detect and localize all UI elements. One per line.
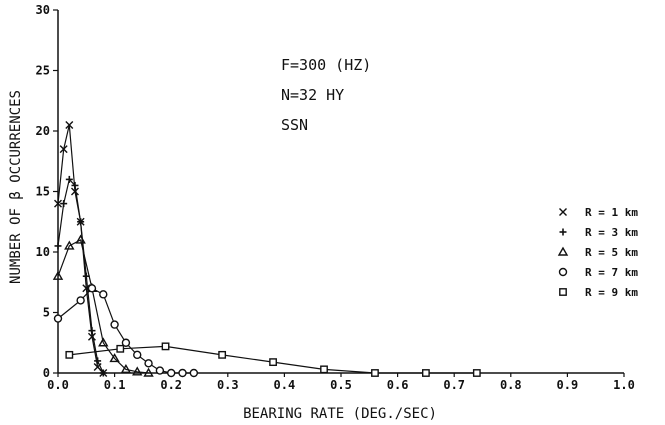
y-tick-label: 20	[36, 124, 50, 138]
data-point	[218, 350, 227, 359]
data-point	[371, 369, 379, 377]
data-point	[76, 296, 85, 305]
data-point	[65, 175, 73, 183]
data-point	[87, 284, 97, 293]
legend-label: R = 7 km	[585, 266, 638, 279]
series-4	[65, 342, 481, 377]
legend-marker	[559, 228, 567, 236]
x-tick-label: 0.3	[217, 378, 239, 392]
y-tick-label: 15	[36, 185, 50, 199]
data-point	[110, 320, 119, 329]
legend-label: R = 5 km	[585, 246, 638, 259]
legend-marker	[557, 246, 569, 256]
data-point	[320, 365, 328, 374]
y-tick-label: 30	[36, 3, 50, 17]
data-point	[53, 314, 63, 323]
data-point	[472, 369, 481, 377]
legend-label: R = 1 km	[585, 206, 638, 219]
data-point	[52, 270, 64, 280]
data-point	[65, 350, 74, 359]
x-tick-label: 1.0	[613, 378, 635, 392]
x-tick-label: 0.1	[104, 378, 126, 392]
data-point	[121, 338, 131, 347]
legend-item: R = 3 km	[559, 226, 638, 239]
data-point	[144, 359, 153, 368]
legend-label: R = 9 km	[585, 286, 638, 299]
y-tick-label: 0	[43, 366, 50, 380]
x-tick-label: 0.6	[387, 378, 409, 392]
data-point	[60, 200, 68, 208]
x-tick-label: 0.0	[47, 378, 69, 392]
x-axis-title: BEARING RATE (DEG./SEC)	[243, 406, 437, 422]
data-point	[87, 332, 96, 341]
data-point	[99, 290, 108, 299]
legend-item: R = 9 km	[559, 286, 638, 299]
data-point	[65, 120, 74, 129]
y-tick-label: 10	[36, 245, 50, 259]
series-3	[53, 284, 199, 378]
legend-item: R = 1 km	[559, 206, 638, 219]
legend: R = 1 km R = 3 km R = 5 km R = 7 km R = 9 km	[557, 206, 638, 299]
y-tick-label: 25	[36, 64, 50, 78]
data-point	[98, 337, 109, 347]
data-point	[99, 369, 107, 377]
series-line	[57, 239, 149, 374]
x-tick-label: 0.2	[160, 378, 182, 392]
data-point	[422, 369, 430, 377]
legend-marker	[558, 267, 568, 277]
legend-item: R = 5 km	[557, 246, 638, 259]
legend-marker	[559, 208, 567, 216]
series-layer	[52, 120, 481, 378]
tick-marks: 0.0 0.1 0.2 0.3 0.4 0.5 0.6 0.7 0.8 0.9 1.0 0 5 10 15 2…	[36, 3, 635, 392]
series-1	[54, 175, 107, 377]
data-point	[109, 353, 120, 363]
annotation-ssn: SSN	[281, 116, 308, 134]
y-axis-title: NUMBER OF β OCCURRENCES	[8, 90, 24, 284]
series-line	[57, 178, 104, 374]
data-point	[116, 344, 125, 353]
x-tick-label: 0.4	[274, 378, 296, 392]
data-point	[120, 363, 132, 374]
legend-item: R = 7 km	[558, 266, 638, 279]
data-point	[64, 240, 75, 250]
x-tick-label: 0.9	[557, 378, 579, 392]
data-point	[189, 368, 199, 378]
data-point	[132, 366, 143, 376]
data-point	[143, 367, 154, 377]
data-point	[71, 181, 79, 189]
annotation-frequency: F=300 (HZ)	[281, 56, 371, 74]
data-point	[88, 327, 96, 335]
data-point	[75, 234, 86, 244]
data-point	[77, 218, 85, 226]
legend-label: R = 3 km	[585, 226, 638, 239]
data-point	[70, 187, 79, 196]
data-point	[54, 242, 62, 250]
data-point	[155, 366, 165, 375]
series-2	[52, 234, 154, 377]
data-point	[178, 368, 187, 378]
x-tick-label: 0.7	[443, 378, 465, 392]
x-tick-label: 0.5	[330, 378, 352, 392]
data-point	[54, 199, 62, 208]
legend-marker	[559, 288, 567, 296]
annotation-hydrophones: N=32 HY	[281, 86, 344, 104]
data-point	[161, 342, 170, 351]
y-tick-label: 5	[43, 306, 50, 320]
data-point	[133, 350, 142, 360]
data-point	[269, 358, 277, 367]
data-point	[94, 357, 102, 365]
data-point	[166, 368, 176, 378]
x-tick-label: 0.8	[500, 378, 522, 392]
series-0	[54, 120, 108, 377]
data-point	[59, 145, 68, 154]
